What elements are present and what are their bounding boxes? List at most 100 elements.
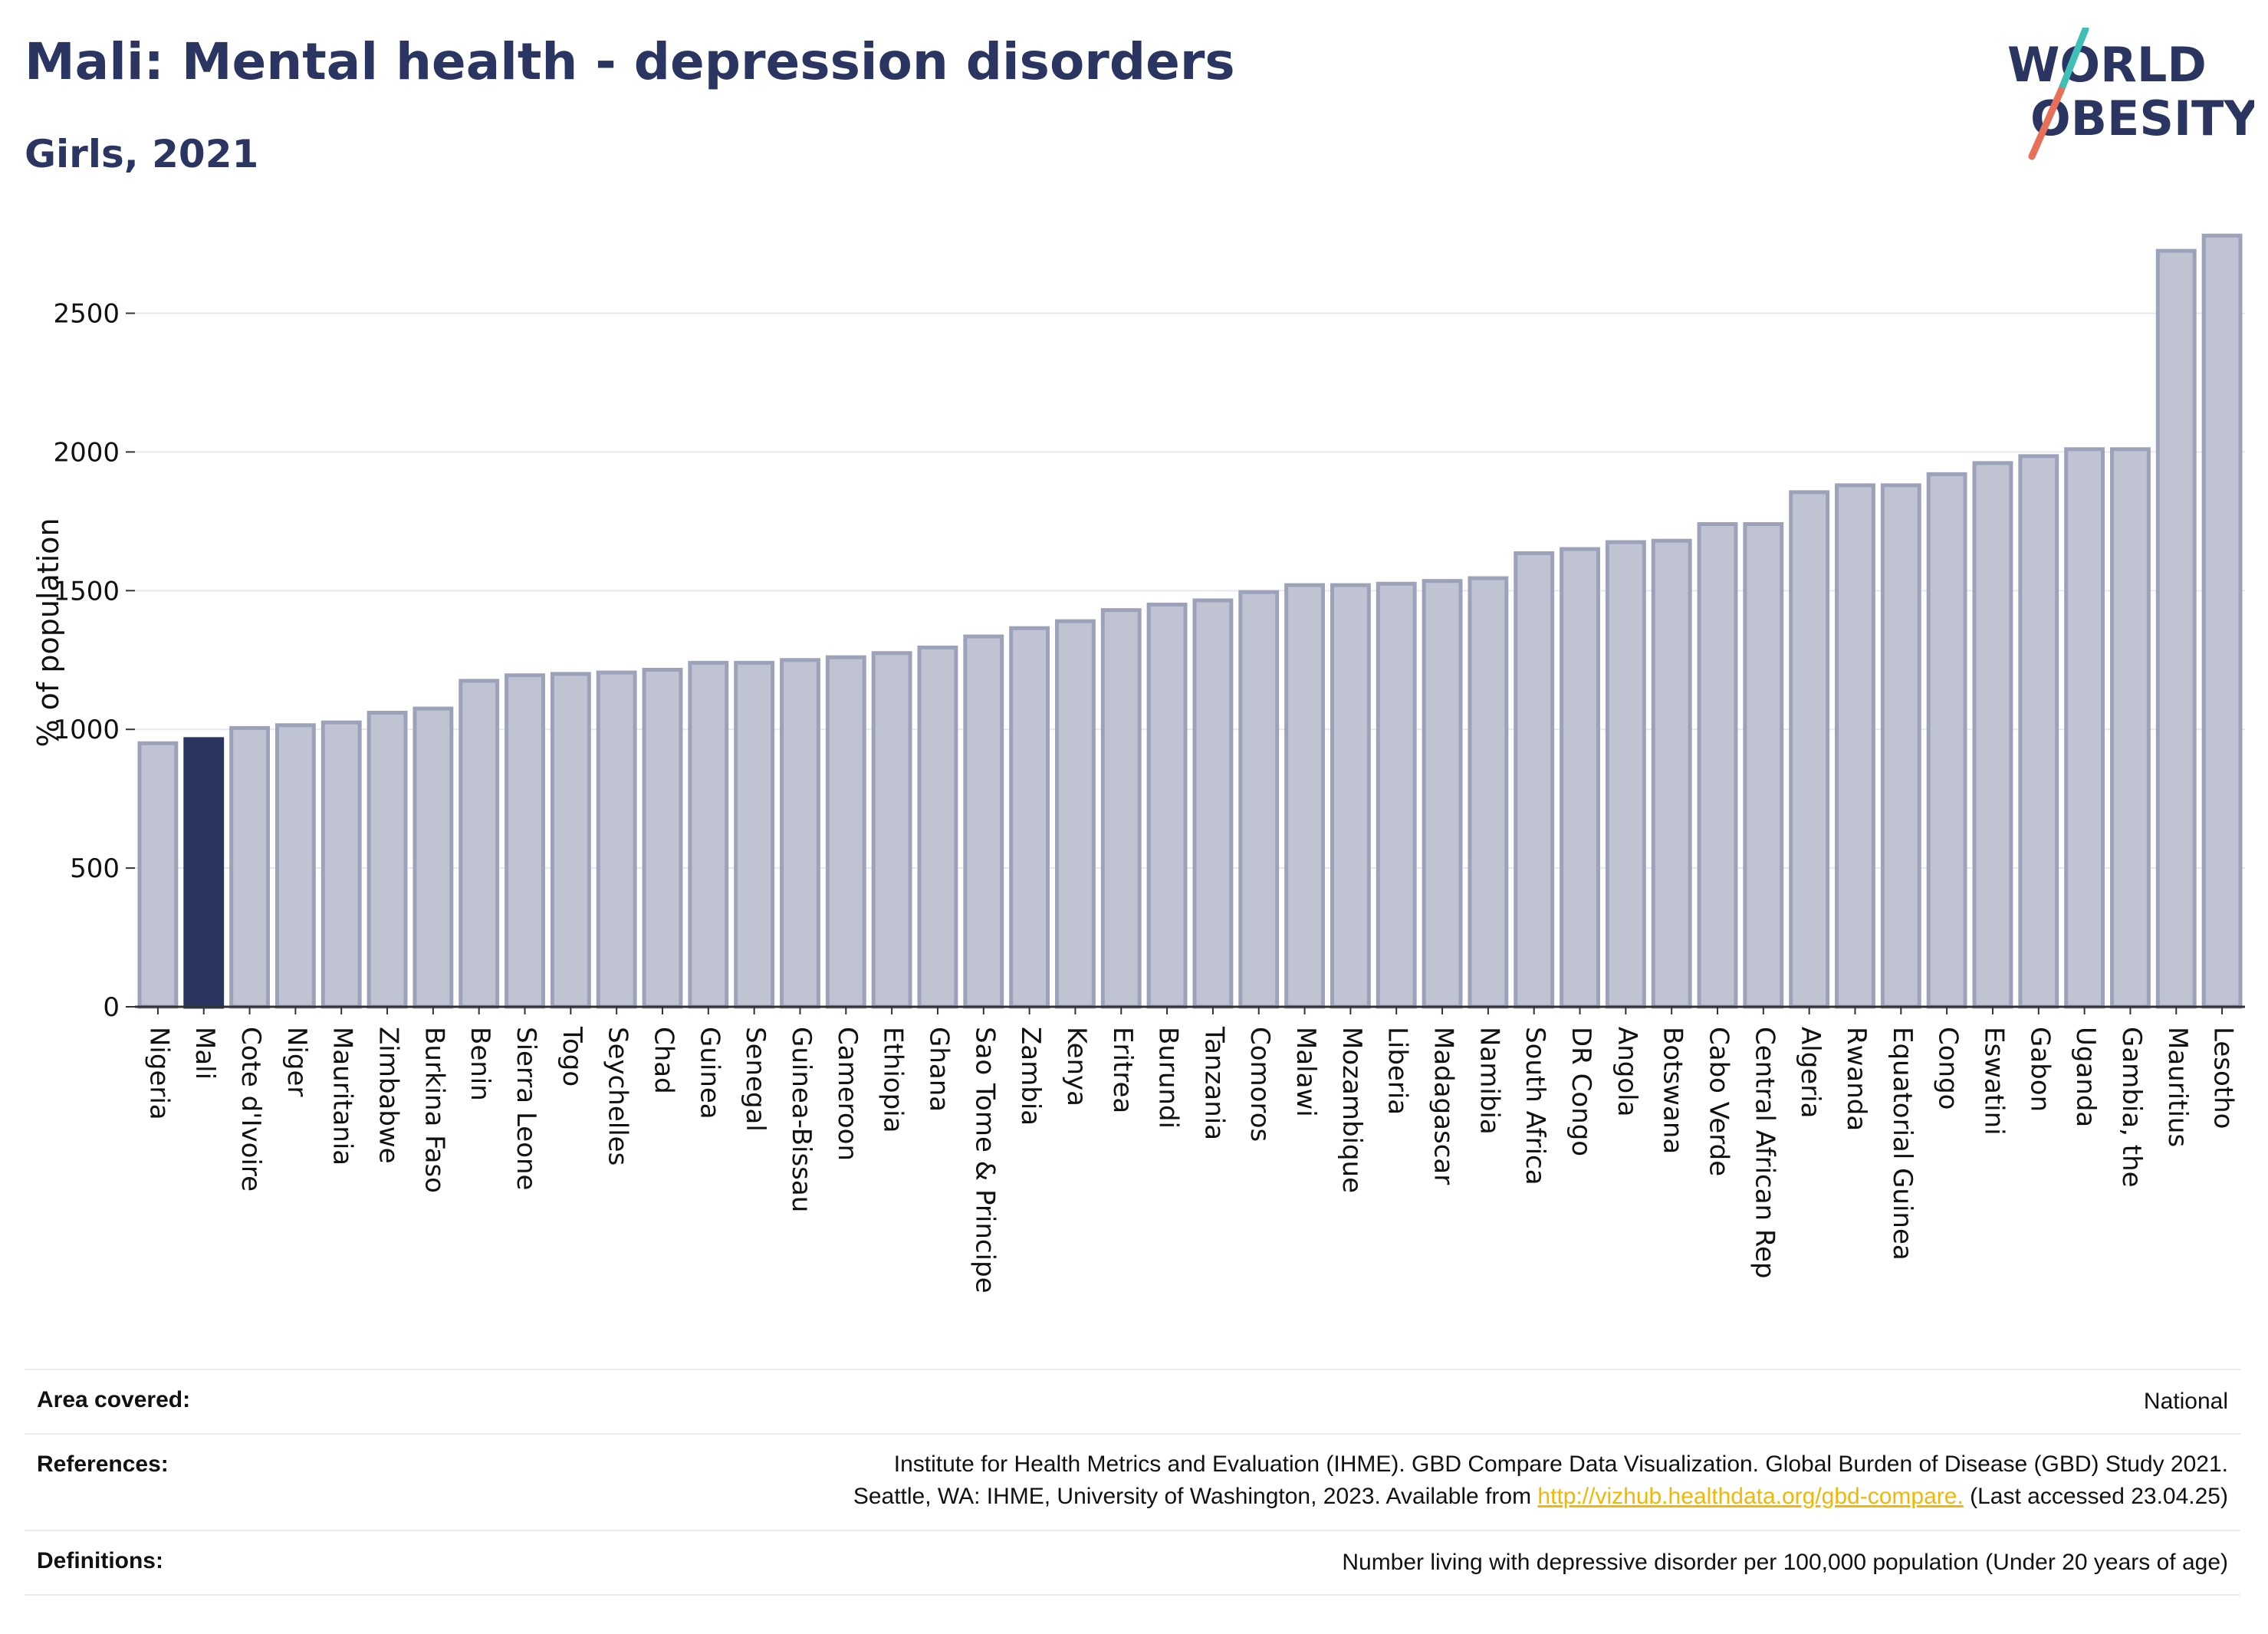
references-label: References:: [37, 1452, 169, 1477]
bar: [1743, 521, 1784, 1009]
y-tick-label: 2000: [53, 437, 120, 468]
bar: [1514, 551, 1555, 1009]
x-tick-label: Benin: [465, 1027, 495, 1101]
bar: [2201, 233, 2243, 1009]
info-table: Area covered: National References: Insti…: [25, 1369, 2240, 1596]
bar: [1284, 583, 1325, 1009]
bar: [1605, 540, 1646, 1009]
x-tick-label: Tanzania: [1198, 1026, 1229, 1140]
bar: [871, 651, 912, 1009]
axes: 0 500 1000 1500 2000 2500 Nigeria Mali Cote d'Iv…: [53, 299, 2245, 1294]
bar: [2018, 454, 2059, 1009]
bar: [1192, 598, 1234, 1009]
x-tick-label: Zambia: [1015, 1027, 1046, 1126]
x-tick-label: Chad: [649, 1027, 679, 1094]
y-tick-label: 500: [70, 853, 120, 884]
x-tick-label: Lesotho: [2208, 1027, 2239, 1129]
x-tick-label: Gambia, the: [2116, 1027, 2147, 1188]
area-covered-label: Area covered:: [37, 1387, 191, 1412]
x-tick-label: Namibia: [1474, 1027, 1504, 1135]
x-tick-label: Rwanda: [1841, 1027, 1872, 1131]
bar: [505, 673, 545, 1009]
bar: [320, 720, 362, 1009]
bar: [459, 679, 500, 1009]
bar: [1238, 590, 1280, 1009]
area-covered-value: National: [2143, 1389, 2228, 1414]
bar: [1146, 602, 1188, 1009]
page-subtitle: Girls, 2021: [25, 132, 259, 176]
x-tick-label: Botswana: [1658, 1027, 1688, 1154]
references-line-1: Institute for Health Metrics and Evaluat…: [893, 1452, 2228, 1477]
x-tick-label: Mali: [189, 1027, 220, 1080]
info-row-area: Area covered: National: [25, 1369, 2240, 1433]
y-tick-label: 0: [103, 992, 120, 1023]
logo-word-world: WORLD: [2007, 37, 2207, 93]
y-axis-label: % of population: [31, 518, 65, 747]
x-tick-label: Togo: [557, 1026, 587, 1087]
bar: [1697, 521, 1738, 1009]
bar: [1926, 472, 1967, 1009]
x-tick-label: Algeria: [1795, 1027, 1826, 1118]
bar: [596, 670, 637, 1009]
bar: [1651, 538, 1692, 1009]
bar: [1789, 490, 1830, 1009]
x-tick-label: Kenya: [1061, 1027, 1092, 1106]
x-tick-label: Ghana: [923, 1027, 954, 1112]
bar: [1972, 461, 2013, 1009]
x-tick-label: Sierra Leone: [511, 1027, 541, 1190]
x-tick-label: Cabo Verde: [1704, 1027, 1734, 1176]
bar: [274, 723, 316, 1009]
bar: [2064, 447, 2105, 1009]
x-tick-label: Seychelles: [603, 1027, 633, 1165]
references-link[interactable]: http://vizhub.healthdata.org/gbd-compare…: [1537, 1484, 1964, 1509]
definitions-value: Number living with depressive disorder p…: [1342, 1550, 2228, 1575]
bar: [825, 655, 866, 1009]
info-row-definitions: Definitions: Number living with depressi…: [25, 1530, 2240, 1596]
x-tick-label: Equatorial Guinea: [1887, 1027, 1918, 1261]
bar: [137, 741, 179, 1009]
bar: [413, 706, 454, 1009]
bar: [550, 672, 591, 1009]
bar: [366, 711, 408, 1009]
bar: [734, 660, 775, 1009]
x-tick-label: Guinea-Bissau: [786, 1027, 817, 1212]
bar: [1330, 583, 1371, 1009]
x-tick-label: Niger: [281, 1027, 312, 1096]
x-tick-label: Angola: [1612, 1027, 1642, 1116]
bar: [1376, 581, 1417, 1009]
x-tick-label: Gabon: [2024, 1027, 2055, 1112]
x-tick-label: Madagascar: [1428, 1027, 1459, 1185]
x-tick-label: Senegal: [740, 1027, 771, 1132]
x-tick-label: Cote d'Ivoire: [235, 1027, 266, 1192]
x-tick-label: Ethiopia: [878, 1027, 909, 1133]
info-row-references: References: Institute for Health Metrics…: [25, 1433, 2240, 1530]
references-line-2-start: Seattle, WA: IHME, University of Washing…: [853, 1484, 1538, 1509]
x-tick-label: Eswatini: [1978, 1027, 2009, 1136]
x-tick-label: South Africa: [1520, 1027, 1550, 1185]
references-value: Institute for Health Metrics and Evaluat…: [853, 1448, 2228, 1513]
x-tick-label: Liberia: [1382, 1027, 1413, 1115]
bar: [688, 660, 729, 1009]
x-tick-label: Mauritania: [327, 1027, 358, 1165]
references-line-2: Seattle, WA: IHME, University of Washing…: [853, 1481, 2228, 1513]
bar: [1468, 576, 1509, 1009]
bar: [1055, 619, 1096, 1009]
bar: [2110, 447, 2151, 1009]
references-line-2-end: (Last accessed 23.04.25): [1963, 1484, 2228, 1509]
y-tick-label: 1000: [53, 715, 120, 745]
world-obesity-logo: WORLD OBESITY: [2007, 28, 2254, 160]
x-tick-label: Zimbabwe: [373, 1027, 404, 1164]
x-tick-label: Central African Rep: [1749, 1027, 1780, 1279]
bar: [1100, 608, 1142, 1009]
bar: [642, 667, 683, 1009]
bar: [1880, 483, 1921, 1009]
x-tick-label: Cameroon: [832, 1027, 863, 1161]
x-tick-label: DR Congo: [1566, 1027, 1596, 1156]
bar: [1560, 547, 1600, 1009]
x-tick-label: Congo: [1933, 1027, 1964, 1110]
x-tick-label: Mozambique: [1336, 1027, 1367, 1193]
x-tick-label: Sao Tome & Principe: [969, 1027, 1000, 1294]
logo-slash-coral: [2028, 87, 2065, 160]
bar: [183, 737, 225, 1009]
bar: [1009, 626, 1050, 1009]
